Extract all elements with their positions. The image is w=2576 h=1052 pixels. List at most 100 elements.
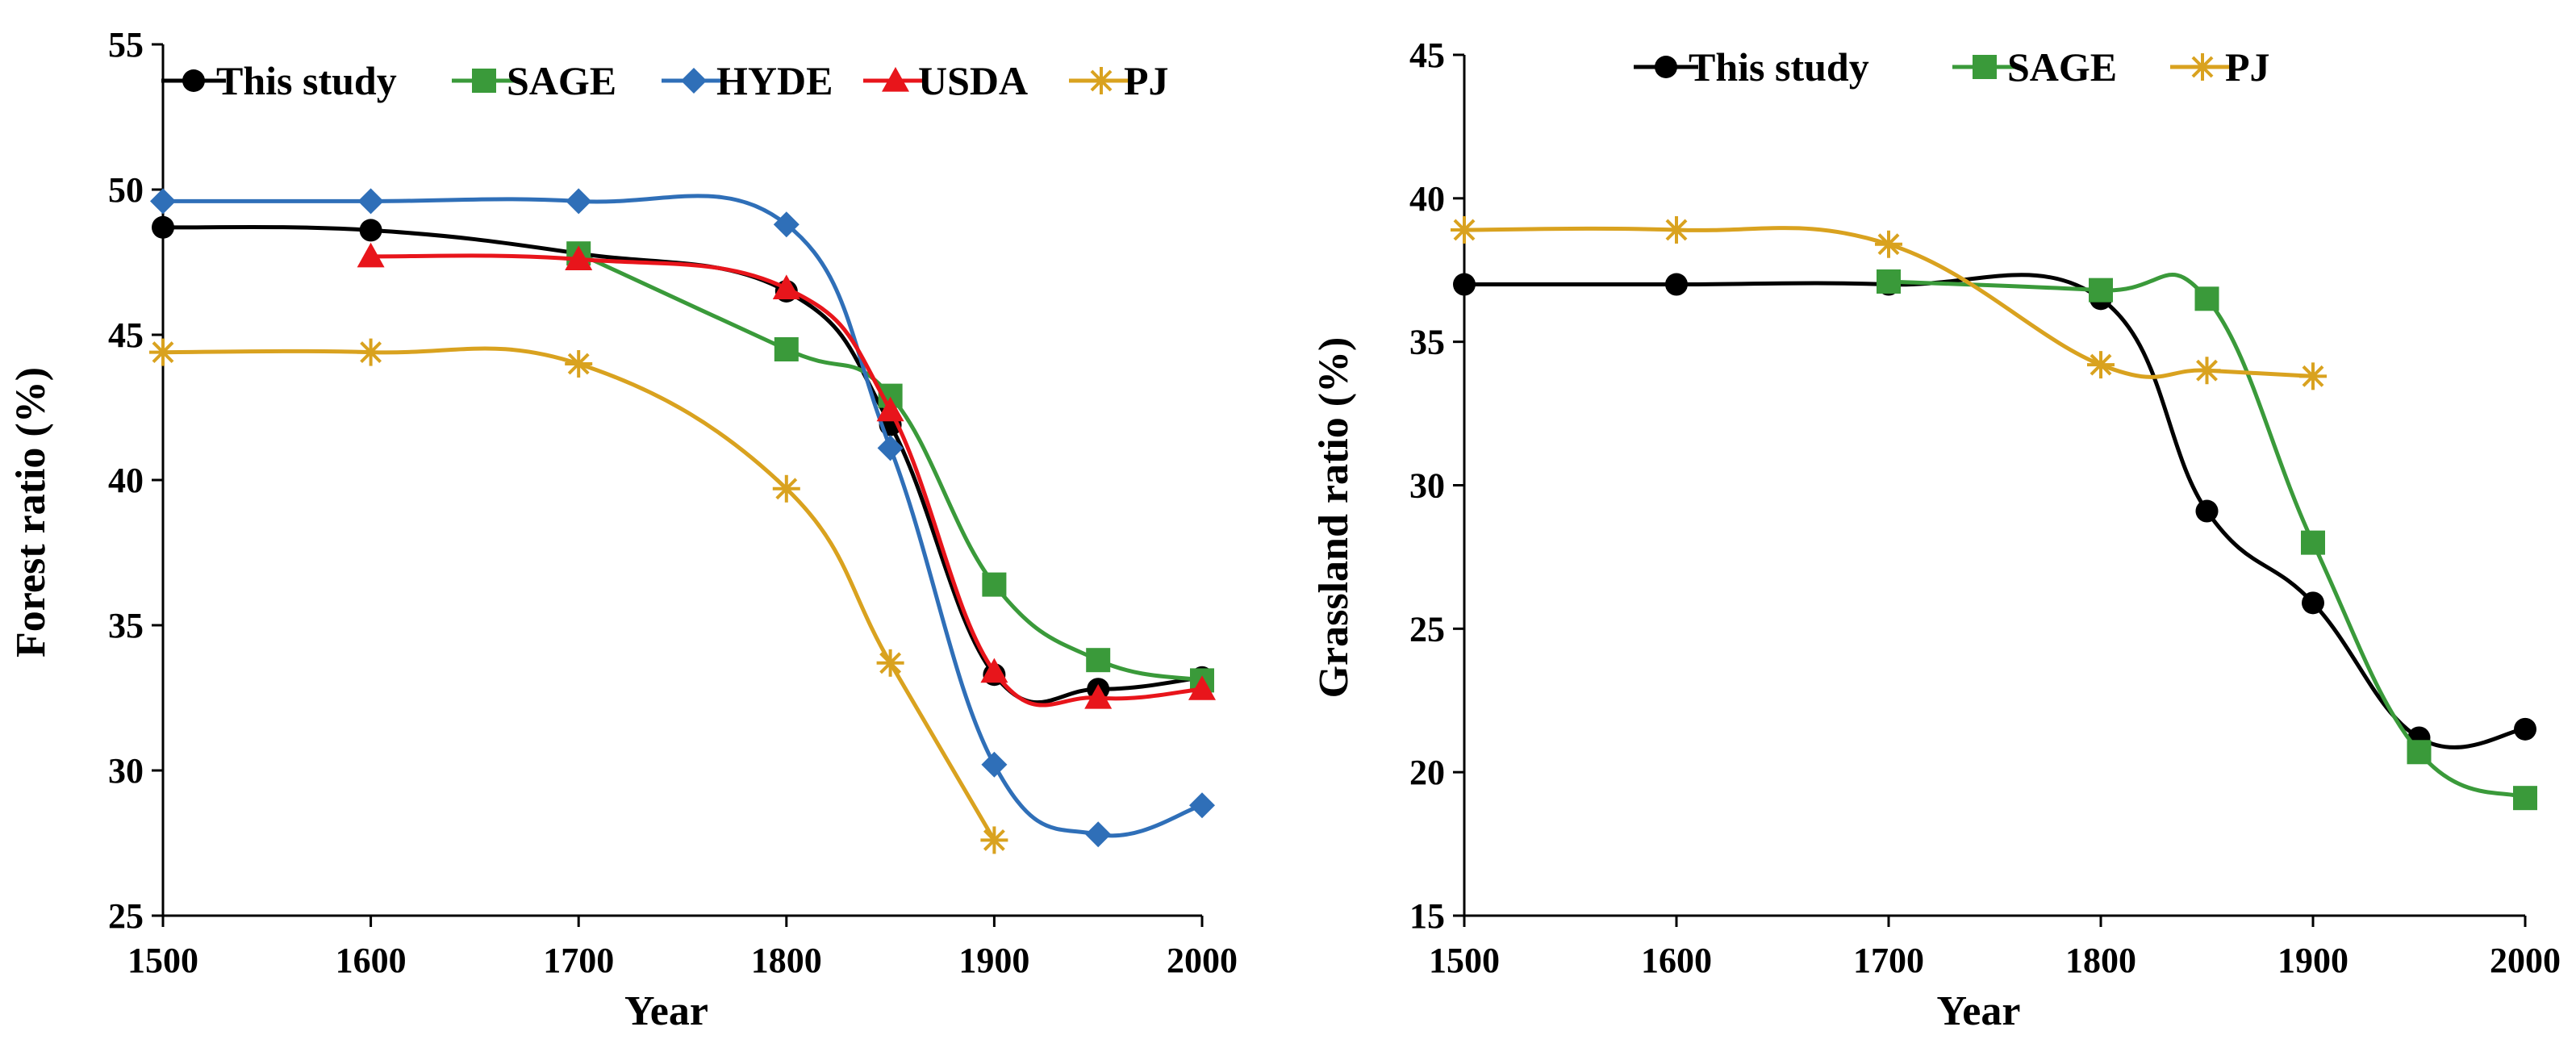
- legend-item: SAGE: [452, 58, 616, 103]
- legend-label: PJ: [1124, 58, 1169, 103]
- legend-item: PJ: [2170, 44, 2270, 90]
- data-point: [2193, 357, 2221, 385]
- data-point: [2087, 351, 2115, 379]
- data-point: [2513, 786, 2537, 811]
- data-point: [1451, 215, 1478, 244]
- data-point: [149, 338, 177, 366]
- legend-label: SAGE: [2007, 44, 2117, 90]
- data-point: [2194, 286, 2219, 311]
- y-tick-label: 50: [108, 170, 144, 210]
- data-point: [150, 188, 176, 215]
- y-tick-label: 45: [108, 315, 144, 355]
- data-point: [1453, 273, 1476, 296]
- legend-label: This study: [1689, 44, 1869, 90]
- legend-marker: [1655, 56, 1677, 78]
- series-sage: [1877, 269, 2537, 811]
- x-tick-label: 1600: [336, 941, 407, 980]
- panel-1: 25 30 35 40 45 50 55 1500 1600 1700 1800 1900 2000 Ye…: [8, 25, 1238, 1034]
- data-point: [2301, 530, 2325, 555]
- x-tick-label: 1800: [751, 941, 822, 980]
- legend-item: This study: [1634, 44, 1869, 90]
- series-pj: [1451, 215, 2327, 390]
- y-tick-label: 20: [1409, 753, 1445, 792]
- legend-label: SAGE: [507, 58, 616, 103]
- series-line: [1888, 273, 2526, 800]
- series-sage: [566, 241, 1214, 693]
- data-point: [982, 572, 1007, 597]
- series-this-study: [152, 215, 1213, 705]
- y-tick-label: 15: [1409, 896, 1445, 936]
- data-point: [1189, 792, 1215, 819]
- y-axis-title: Grassland ratio (%): [1311, 337, 1357, 699]
- data-point: [1665, 273, 1688, 296]
- legend-item: This study: [161, 58, 397, 103]
- data-point: [877, 435, 904, 461]
- legend-label: This study: [216, 58, 397, 103]
- data-point: [773, 211, 800, 238]
- data-point: [1663, 215, 1690, 244]
- series-line: [162, 224, 1203, 705]
- data-point: [2089, 278, 2113, 303]
- data-point: [980, 826, 1008, 854]
- data-point: [1086, 648, 1111, 673]
- legend-item: HYDE: [662, 58, 833, 103]
- data-point: [774, 337, 799, 361]
- y-tick-label: 45: [1409, 35, 1445, 75]
- y-tick-label: 25: [108, 896, 144, 936]
- data-point: [2302, 591, 2324, 615]
- y-tick-label: 30: [108, 751, 144, 791]
- data-point: [876, 396, 904, 422]
- x-axis-title: Year: [624, 988, 708, 1034]
- data-point: [1875, 230, 1902, 258]
- data-point: [565, 350, 593, 378]
- x-axis-title: Year: [1937, 988, 2021, 1034]
- legend-marker: [472, 69, 496, 93]
- legend-item: PJ: [1069, 58, 1169, 103]
- data-point: [152, 215, 174, 239]
- data-point: [1188, 675, 1216, 700]
- data-point: [1877, 269, 1901, 294]
- data-point: [876, 649, 904, 677]
- x-tick-label: 1800: [2065, 941, 2136, 980]
- series-line: [1464, 273, 2526, 749]
- series-line: [163, 194, 1203, 838]
- y-tick-label: 40: [1409, 179, 1445, 219]
- y-tick-label: 55: [108, 25, 144, 65]
- data-point: [1085, 821, 1112, 848]
- legend-marker: [1088, 67, 1115, 94]
- legend-marker: [681, 68, 707, 94]
- series-usda: [357, 242, 1216, 709]
- series-pj: [149, 338, 1008, 854]
- data-point: [980, 658, 1008, 683]
- x-tick-label: 1700: [543, 941, 614, 980]
- data-point: [359, 219, 382, 242]
- series-hyde: [150, 188, 1215, 848]
- legend-marker: [2189, 53, 2216, 81]
- y-axis-title: Forest ratio (%): [8, 367, 54, 658]
- legend-label: USDA: [918, 58, 1028, 103]
- data-point: [2407, 740, 2432, 765]
- x-tick-label: 1600: [1641, 941, 1712, 980]
- data-point: [1084, 684, 1113, 709]
- x-tick-label: 1900: [2277, 941, 2348, 980]
- x-tick-label: 1500: [127, 941, 198, 980]
- legend-item: SAGE: [1952, 44, 2117, 90]
- legend-label: PJ: [2225, 44, 2270, 90]
- legend-label: HYDE: [716, 58, 833, 103]
- data-point: [566, 188, 592, 215]
- x-tick-label: 1900: [958, 941, 1029, 980]
- x-tick-label: 2000: [1167, 941, 1238, 980]
- data-point: [772, 474, 800, 503]
- legend-marker: [182, 69, 205, 92]
- y-tick-label: 35: [1409, 323, 1445, 362]
- data-point: [357, 338, 385, 366]
- data-point: [2514, 717, 2536, 741]
- data-point: [357, 242, 385, 268]
- x-tick-label: 2000: [2490, 941, 2561, 980]
- y-tick-label: 25: [1409, 609, 1445, 649]
- data-point: [357, 188, 384, 215]
- data-point: [772, 274, 800, 299]
- legend-marker: [882, 67, 909, 92]
